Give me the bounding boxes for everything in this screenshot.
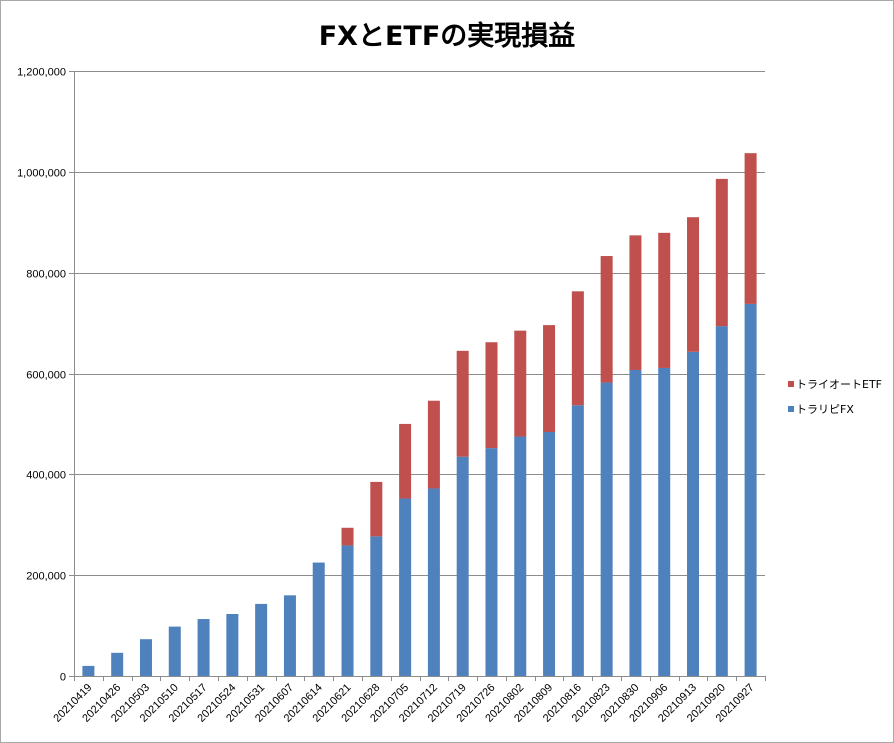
bar-fx-20210809 (543, 431, 556, 676)
bar-etf-20210726 (485, 342, 498, 449)
x-tick-labels: 2021041920210426202105032021051020210517… (51, 682, 756, 725)
bar-fx-20210802 (514, 436, 527, 676)
legend-label-fx: トラリピFX (796, 403, 854, 416)
bar-fx-20210719 (456, 456, 469, 676)
bar-fx-20210705 (399, 498, 412, 676)
bar-etf-20210628 (370, 481, 383, 537)
y-tick-label: 600,000 (26, 370, 66, 382)
bar-etf-20210809 (543, 325, 556, 432)
y-tick-label: 1,000,000 (17, 168, 66, 180)
bar-etf-20210920 (715, 178, 728, 327)
bar-fx-20210503 (139, 639, 152, 676)
bar-fx-20210906 (658, 367, 671, 676)
y-tick-label: 1,200,000 (17, 67, 66, 79)
bars (82, 153, 757, 676)
bar-etf-20210621 (341, 527, 354, 546)
bar-fx-20210531 (255, 603, 268, 676)
gridlines (74, 71, 765, 576)
bar-fx-20210628 (370, 536, 383, 676)
bar-etf-20210705 (399, 423, 412, 499)
bar-etf-20210802 (514, 330, 527, 437)
bar-fx-20210816 (571, 405, 584, 676)
y-tick-label: 0 (60, 672, 66, 684)
bar-etf-20210927 (744, 153, 757, 304)
legend-swatch-etf (788, 381, 794, 387)
axes (69, 71, 766, 681)
bar-fx-20210426 (111, 652, 124, 676)
bar-etf-20210906 (658, 232, 671, 368)
bar-fx-20210517 (197, 619, 210, 676)
bar-etf-20210830 (629, 235, 642, 370)
bar-etf-20210816 (571, 291, 584, 406)
bar-etf-20210719 (456, 350, 469, 457)
bar-fx-20210913 (687, 351, 700, 676)
bar-fx-20210510 (168, 626, 181, 676)
bar-fx-20210927 (744, 303, 757, 676)
y-tick-label: 200,000 (26, 571, 66, 583)
y-tick-label: 800,000 (26, 269, 66, 281)
bar-etf-20210823 (600, 256, 613, 383)
bar-fx-20210607 (283, 595, 296, 676)
bar-fx-20210614 (312, 562, 325, 676)
bar-fx-20210621 (341, 545, 354, 676)
y-tick-label: 400,000 (26, 470, 66, 482)
legend: トライオートETF トラリピFX (788, 378, 882, 416)
legend-swatch-fx (788, 406, 794, 412)
bar-fx-20210920 (715, 326, 728, 676)
bar-fx-20210712 (427, 488, 440, 676)
bar-fx-20210419 (82, 665, 95, 676)
bar-fx-20210524 (226, 613, 239, 676)
legend-label-etf: トライオートETF (796, 378, 882, 391)
y-tick-labels: 0 200,000 400,000 600,000 800,000 1,000,000 1,… (17, 67, 66, 684)
bar-fx-20210823 (600, 382, 613, 676)
bar-etf-20210712 (427, 400, 440, 489)
bar-fx-20210830 (629, 369, 642, 676)
chart-title: FXとETFの実現損益 (319, 20, 576, 52)
bar-fx-20210726 (485, 448, 498, 676)
bar-etf-20210913 (687, 217, 700, 352)
